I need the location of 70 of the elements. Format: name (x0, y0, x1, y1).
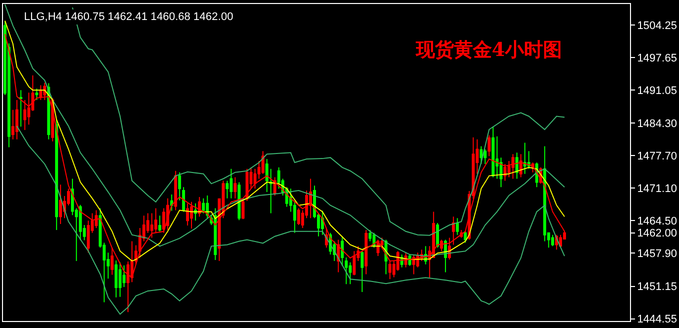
candlestick (190, 201, 193, 229)
candlestick (464, 230, 467, 244)
y-tick-label: 1457.90 (637, 248, 677, 260)
candlestick (214, 208, 217, 260)
candlestick (452, 216, 455, 246)
candlestick (202, 198, 205, 214)
y-tick-label: 1444.55 (637, 314, 677, 326)
candlestick (110, 247, 114, 276)
candlestick (551, 234, 554, 247)
candlestick (170, 194, 174, 212)
candlestick (269, 168, 272, 214)
candlestick (246, 168, 249, 202)
candlestick (340, 236, 344, 266)
candlestick (440, 239, 443, 252)
candlestick (114, 260, 118, 298)
candlestick (178, 172, 182, 201)
candlestick (59, 184, 62, 225)
y-tick-label: 1462.00 (637, 228, 677, 240)
candlestick (15, 99, 18, 140)
candlestick (174, 170, 178, 211)
candlestick (242, 198, 245, 220)
y-tick-label: 1464.50 (637, 215, 677, 228)
y-tick-label: 1471.10 (637, 182, 677, 195)
annotation: LLG,H4 1460.75 1462.41 1460.68 1462.00 (24, 11, 234, 23)
candlestick (492, 126, 495, 178)
candlestick (484, 148, 487, 164)
candlestick (35, 88, 38, 100)
candlestick (39, 84, 42, 100)
y-tick-label: 1451.15 (637, 281, 677, 294)
candlestick (198, 196, 201, 218)
candlestick (309, 178, 312, 219)
candlestick (55, 119, 58, 230)
candlestick (480, 146, 483, 164)
candlestick (504, 163, 506, 182)
candlestick (265, 158, 268, 193)
candlestick (511, 154, 514, 180)
candlestick (186, 202, 189, 226)
candlestick (238, 182, 241, 221)
candlestick (261, 150, 264, 174)
candlestick (336, 239, 340, 273)
candlestick (320, 210, 324, 236)
candlestick (404, 252, 408, 268)
candlestick (43, 82, 46, 100)
candlestick (456, 218, 459, 236)
candlestick (360, 250, 364, 292)
candlestick (297, 208, 300, 226)
candlestick (523, 142, 526, 174)
line-series (16, 126, 566, 315)
candlestick (19, 90, 22, 128)
candlestick (519, 154, 522, 178)
y-tick-label: 1484.30 (637, 118, 677, 130)
candlestick (348, 262, 352, 285)
text: 现货黄金4小时图 (414, 38, 562, 61)
y-tick-label: 1491.05 (637, 84, 677, 97)
candlestick (273, 176, 276, 196)
candlestick (488, 134, 491, 157)
y-tick-label: 1477.70 (637, 150, 677, 162)
candlestick (166, 198, 170, 230)
candlestick (230, 168, 233, 199)
candlestick (234, 176, 237, 199)
y-tick-label: 1504.25 (637, 20, 677, 32)
candlestick (118, 262, 122, 298)
candlestick (194, 202, 197, 222)
y-tick-label: 1497.65 (637, 52, 677, 64)
candlestick (158, 215, 162, 232)
candlestick (182, 186, 186, 212)
candlestick (515, 152, 518, 180)
candlestick (150, 212, 154, 238)
candlestick (364, 229, 368, 275)
candlestick (344, 257, 348, 285)
